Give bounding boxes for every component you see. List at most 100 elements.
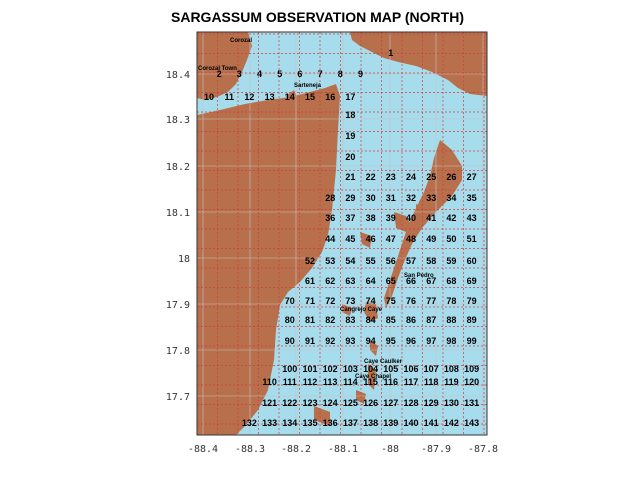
cell-label: 69: [467, 276, 477, 286]
cell-label: 30: [366, 193, 376, 203]
cell-label: 71: [305, 296, 315, 306]
y-tick-label: 17.8: [166, 346, 190, 357]
cell-label: 67: [426, 276, 436, 286]
cell-label: 57: [406, 256, 416, 266]
place-label: Caye Chapel: [355, 374, 391, 380]
cell-label: 73: [345, 296, 355, 306]
cell-label: 9: [358, 69, 363, 79]
cell-label: 51: [467, 234, 477, 244]
cell-label: 39: [386, 213, 396, 223]
cell-label: 139: [383, 418, 398, 428]
cell-label: 7: [318, 69, 323, 79]
cell-label: 29: [345, 193, 355, 203]
cell-label: 107: [424, 364, 439, 374]
cell-label: 22: [366, 172, 376, 182]
cell-label: 105: [383, 364, 398, 374]
cell-label: 4: [257, 69, 262, 79]
cell-label: 33: [426, 193, 436, 203]
cell-label: 85: [386, 315, 396, 325]
cell-label: 103: [343, 364, 358, 374]
cell-label: 5: [277, 69, 282, 79]
cell-label: 80: [285, 315, 295, 325]
y-tick-label: 18: [178, 254, 190, 265]
cell-label: 37: [345, 213, 355, 223]
cell-label: 74: [366, 296, 376, 306]
y-tick-label: 18.1: [166, 208, 190, 219]
cell-label: 31: [386, 193, 396, 203]
cell-label: 127: [383, 398, 398, 408]
cell-label: 6: [297, 69, 302, 79]
cell-label: 54: [345, 256, 355, 266]
cell-label: 98: [446, 336, 456, 346]
cell-label: 93: [345, 336, 355, 346]
x-tick-label: -88.4: [188, 444, 218, 455]
x-tick-label: -88.2: [281, 444, 311, 455]
cell-label: 70: [285, 296, 295, 306]
cell-label: 75: [386, 296, 396, 306]
cell-label: 1: [388, 48, 393, 58]
cell-label: 68: [446, 276, 456, 286]
cell-label: 113: [323, 377, 338, 387]
cell-label: 27: [467, 172, 477, 182]
x-tick-label: -87.8: [468, 444, 498, 455]
x-tick-label: -88.3: [235, 444, 265, 455]
cell-label: 50: [446, 234, 456, 244]
cell-label: 124: [323, 398, 338, 408]
cell-label: 53: [325, 256, 335, 266]
observation-grid: [196, 32, 487, 435]
cell-label: 56: [386, 256, 396, 266]
cell-label: 40: [406, 213, 416, 223]
cell-label: 108: [444, 364, 459, 374]
place-label: San Pedro: [404, 273, 434, 279]
cell-label: 16: [325, 92, 335, 102]
cell-label: 32: [406, 193, 416, 203]
cell-label: 114: [343, 377, 358, 387]
cell-label: 8: [338, 69, 343, 79]
cell-label: 132: [242, 418, 257, 428]
cell-label: 14: [285, 92, 295, 102]
x-tick-label: -88: [381, 444, 399, 455]
cell-label: 44: [325, 234, 335, 244]
cell-label: 106: [403, 364, 418, 374]
cell-label: 87: [426, 315, 436, 325]
cell-label: 13: [265, 92, 275, 102]
cell-label: 137: [343, 418, 358, 428]
cell-label: 140: [403, 418, 418, 428]
y-tick-label: 17.7: [166, 392, 190, 403]
cell-label: 49: [426, 234, 436, 244]
axis-ticks: -88.4 -88.3 -88.2 -88.1 -88 -87.9 -87.8 18.4 18.…: [166, 70, 498, 455]
cell-label: 21: [345, 172, 355, 182]
cell-label: 104: [363, 364, 378, 374]
cell-label: 94: [366, 336, 376, 346]
cell-label: 65: [386, 276, 396, 286]
cell-label: 62: [325, 276, 335, 286]
cell-label: 90: [285, 336, 295, 346]
cell-label: 18: [345, 110, 355, 120]
cell-label: 89: [467, 315, 477, 325]
place-label: Corozal: [230, 38, 252, 44]
cell-label: 97: [426, 336, 436, 346]
cell-label: 2: [217, 69, 222, 79]
cell-label: 142: [444, 418, 459, 428]
x-tick-label: -87.9: [421, 444, 451, 455]
cell-label: 118: [424, 377, 439, 387]
cell-label: 115: [363, 377, 378, 387]
cell-label: 83: [345, 315, 355, 325]
x-tick-label: -88.1: [328, 444, 358, 455]
cell-label: 23: [386, 172, 396, 182]
map-title: SARGASSUM OBSERVATION MAP (NORTH): [171, 9, 464, 25]
cell-label: 88: [446, 315, 456, 325]
place-label: Sarteneja: [294, 83, 322, 89]
cell-label: 76: [406, 296, 416, 306]
cell-label: 58: [426, 256, 436, 266]
cell-label: 61: [305, 276, 315, 286]
cell-label: 110: [262, 377, 277, 387]
cell-label: 20: [345, 152, 355, 162]
cell-label: 48: [406, 234, 416, 244]
y-tick-label: 18.4: [166, 70, 190, 81]
cell-label: 112: [303, 377, 318, 387]
cell-label: 41: [426, 213, 436, 223]
cell-label: 120: [464, 377, 479, 387]
cell-label: 95: [386, 336, 396, 346]
